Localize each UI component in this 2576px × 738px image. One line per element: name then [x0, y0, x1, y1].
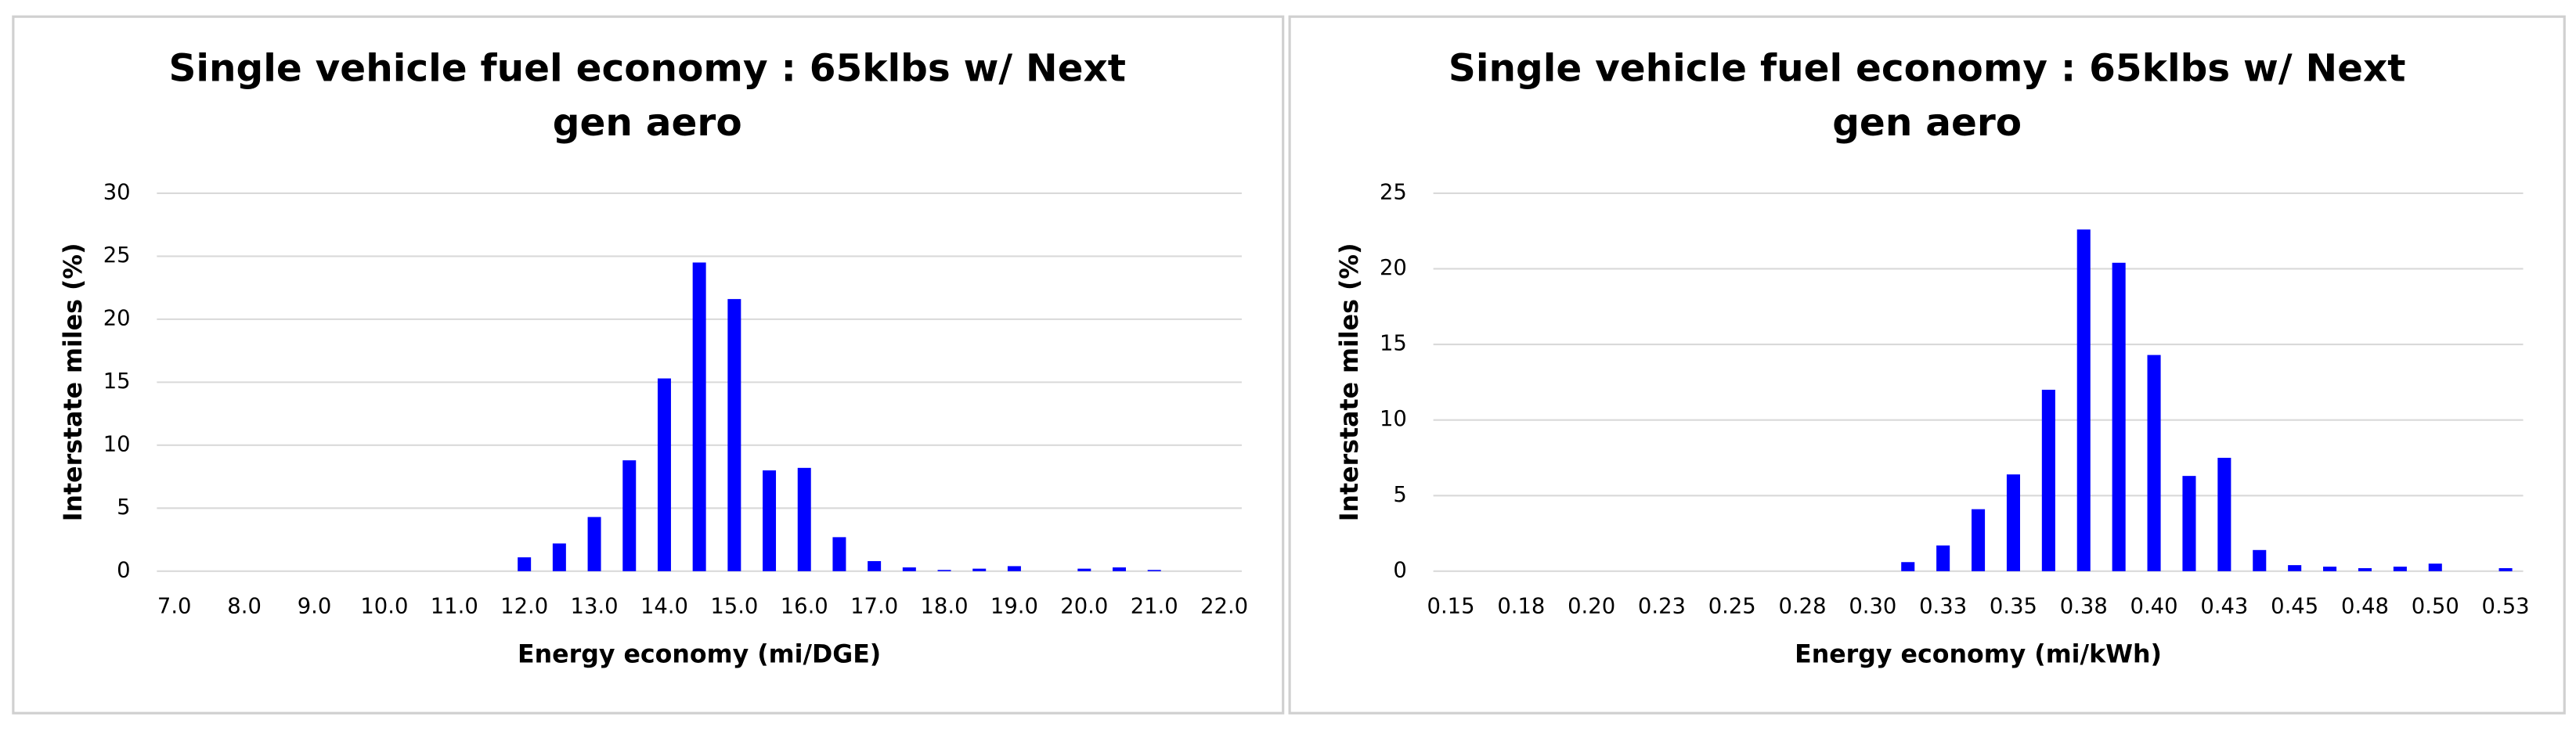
- bar: [2041, 390, 2055, 571]
- x-tick-label: 13.0: [571, 595, 619, 619]
- x-tick-label: 0.53: [2482, 595, 2530, 619]
- chart-panel: [12, 15, 1285, 715]
- bar: [1113, 567, 1127, 571]
- y-tick-label: 25: [1380, 180, 1407, 204]
- x-tick-label: 14.0: [640, 595, 688, 619]
- x-axis-title: Energy economy (mi/DGE): [518, 640, 881, 668]
- x-tick-label: 22.0: [1200, 595, 1248, 619]
- bar: [902, 567, 916, 571]
- bar: [1972, 509, 1986, 571]
- bar: [1901, 562, 1915, 571]
- bar: [2358, 567, 2372, 571]
- y-axis-title: Interstate miles (%): [1336, 243, 1364, 521]
- x-tick-label: 0.23: [1638, 595, 1686, 619]
- bar: [657, 378, 671, 571]
- y-axis-title: Interstate miles (%): [60, 243, 88, 521]
- bar: [587, 517, 601, 571]
- x-tick-label: 0.33: [1919, 595, 1967, 619]
- bar: [2112, 262, 2126, 571]
- x-tick-label: 8.0: [227, 595, 262, 619]
- bar: [622, 460, 637, 571]
- x-tick-label: 0.38: [2060, 595, 2108, 619]
- bar: [2147, 355, 2161, 571]
- bar: [868, 560, 882, 571]
- y-tick-label: 10: [1380, 407, 1407, 431]
- x-tick-label: 17.0: [850, 595, 898, 619]
- bar: [1007, 566, 1021, 571]
- chart-panel: [1288, 15, 2566, 715]
- x-tick-label: 0.40: [2130, 595, 2178, 619]
- x-tick-label: 16.0: [781, 595, 828, 619]
- bar: [1147, 570, 1161, 571]
- bar: [552, 543, 566, 571]
- bar: [727, 299, 741, 571]
- bar: [2323, 567, 2337, 571]
- bar: [763, 470, 777, 571]
- y-tick-label: 5: [117, 495, 130, 520]
- x-tick-label: 0.50: [2412, 595, 2459, 619]
- y-tick-label: 0: [117, 558, 130, 582]
- y-tick-label: 10: [103, 432, 131, 456]
- x-tick-label: 0.15: [1427, 595, 1475, 619]
- y-tick-label: 15: [103, 369, 131, 394]
- bar: [832, 537, 846, 571]
- x-tick-label: 0.20: [1568, 595, 1615, 619]
- x-tick-label: 0.28: [1779, 595, 1827, 619]
- bar: [2006, 474, 2020, 571]
- bar: [692, 262, 706, 571]
- x-tick-label: 15.0: [710, 595, 758, 619]
- y-tick-label: 0: [1393, 558, 1406, 582]
- y-tick-label: 25: [103, 243, 131, 268]
- bar: [2182, 476, 2196, 571]
- chart-title-box: Single vehicle fuel economy : 65klbs w/ …: [168, 48, 1126, 146]
- x-tick-label: 21.0: [1131, 595, 1178, 619]
- bar: [2217, 457, 2231, 571]
- chart-title-box: Single vehicle fuel economy : 65klbs w/ …: [1448, 48, 2406, 146]
- chart-title: Single vehicle fuel economy : 65klbs w/ …: [168, 48, 1126, 146]
- bar: [2288, 565, 2302, 571]
- y-tick-label: 15: [1380, 332, 1407, 356]
- bar: [2076, 229, 2091, 571]
- x-tick-label: 0.30: [1849, 595, 1896, 619]
- bar: [2393, 567, 2407, 571]
- bar: [2498, 567, 2513, 571]
- bar: [518, 557, 532, 571]
- x-tick-label: 20.0: [1060, 595, 1108, 619]
- bar: [2253, 549, 2267, 571]
- x-tick-label: 7.0: [157, 595, 192, 619]
- bar: [2428, 563, 2442, 571]
- x-tick-label: 0.48: [2341, 595, 2389, 619]
- x-tick-label: 10.0: [360, 595, 408, 619]
- x-tick-label: 9.0: [298, 595, 332, 619]
- x-tick-label: 0.43: [2200, 595, 2248, 619]
- y-tick-label: 5: [1393, 483, 1406, 507]
- x-tick-label: 11.0: [431, 595, 478, 619]
- y-tick-label: 20: [1380, 256, 1407, 280]
- x-axis-title: Energy economy (mi/kWh): [1795, 640, 2162, 668]
- x-tick-label: 0.35: [1990, 595, 2037, 619]
- y-tick-label: 30: [103, 180, 131, 204]
- chart-title: Single vehicle fuel economy : 65klbs w/ …: [1448, 48, 2406, 146]
- y-tick-label: 20: [103, 306, 131, 330]
- x-tick-label: 0.18: [1497, 595, 1545, 619]
- bar: [937, 570, 951, 571]
- x-tick-label: 19.0: [990, 595, 1038, 619]
- x-tick-label: 0.45: [2271, 595, 2318, 619]
- bar: [1077, 568, 1091, 571]
- x-tick-label: 0.25: [1708, 595, 1756, 619]
- bar: [972, 568, 987, 571]
- bar: [797, 467, 811, 571]
- x-tick-label: 18.0: [921, 595, 969, 619]
- x-tick-label: 12.0: [500, 595, 548, 619]
- bar: [1936, 545, 1950, 571]
